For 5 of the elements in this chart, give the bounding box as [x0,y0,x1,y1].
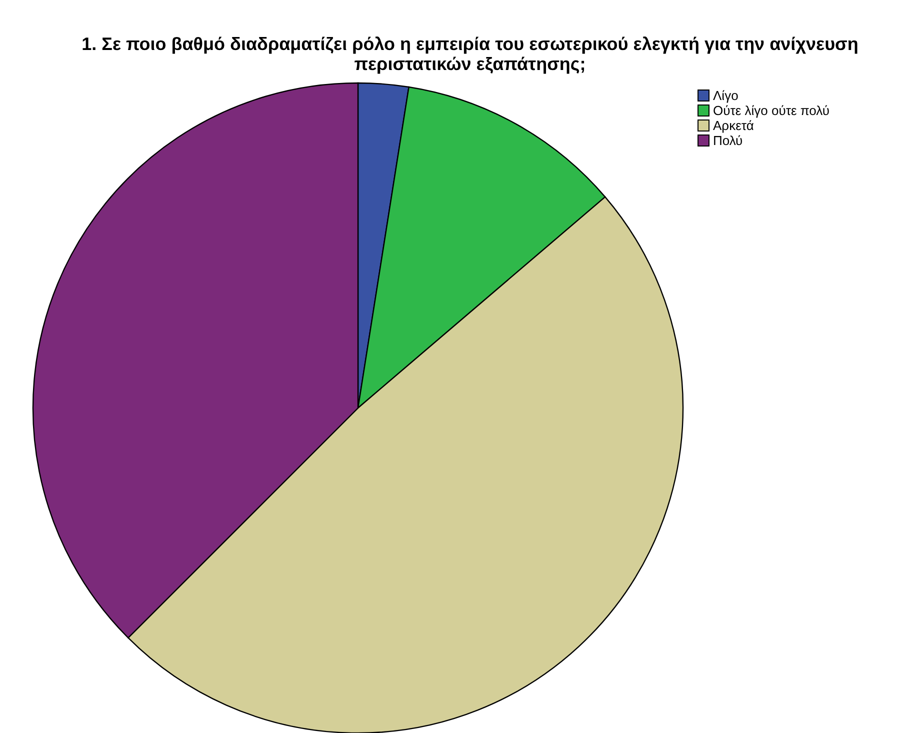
legend-label: Πολύ [713,133,743,148]
chart-title: 1. Σε ποιο βαθμό διαδραματίζει ρόλο η εμπειρία του εσωτερικού ελεγκτή για την ανίχνευση περιστατικών εξαπάτησης; [82,34,858,74]
legend-label: Ούτε λίγο ούτε πολύ [713,103,830,118]
legend-label: Λίγο [713,88,738,103]
legend-label: Αρκετά [713,118,754,133]
